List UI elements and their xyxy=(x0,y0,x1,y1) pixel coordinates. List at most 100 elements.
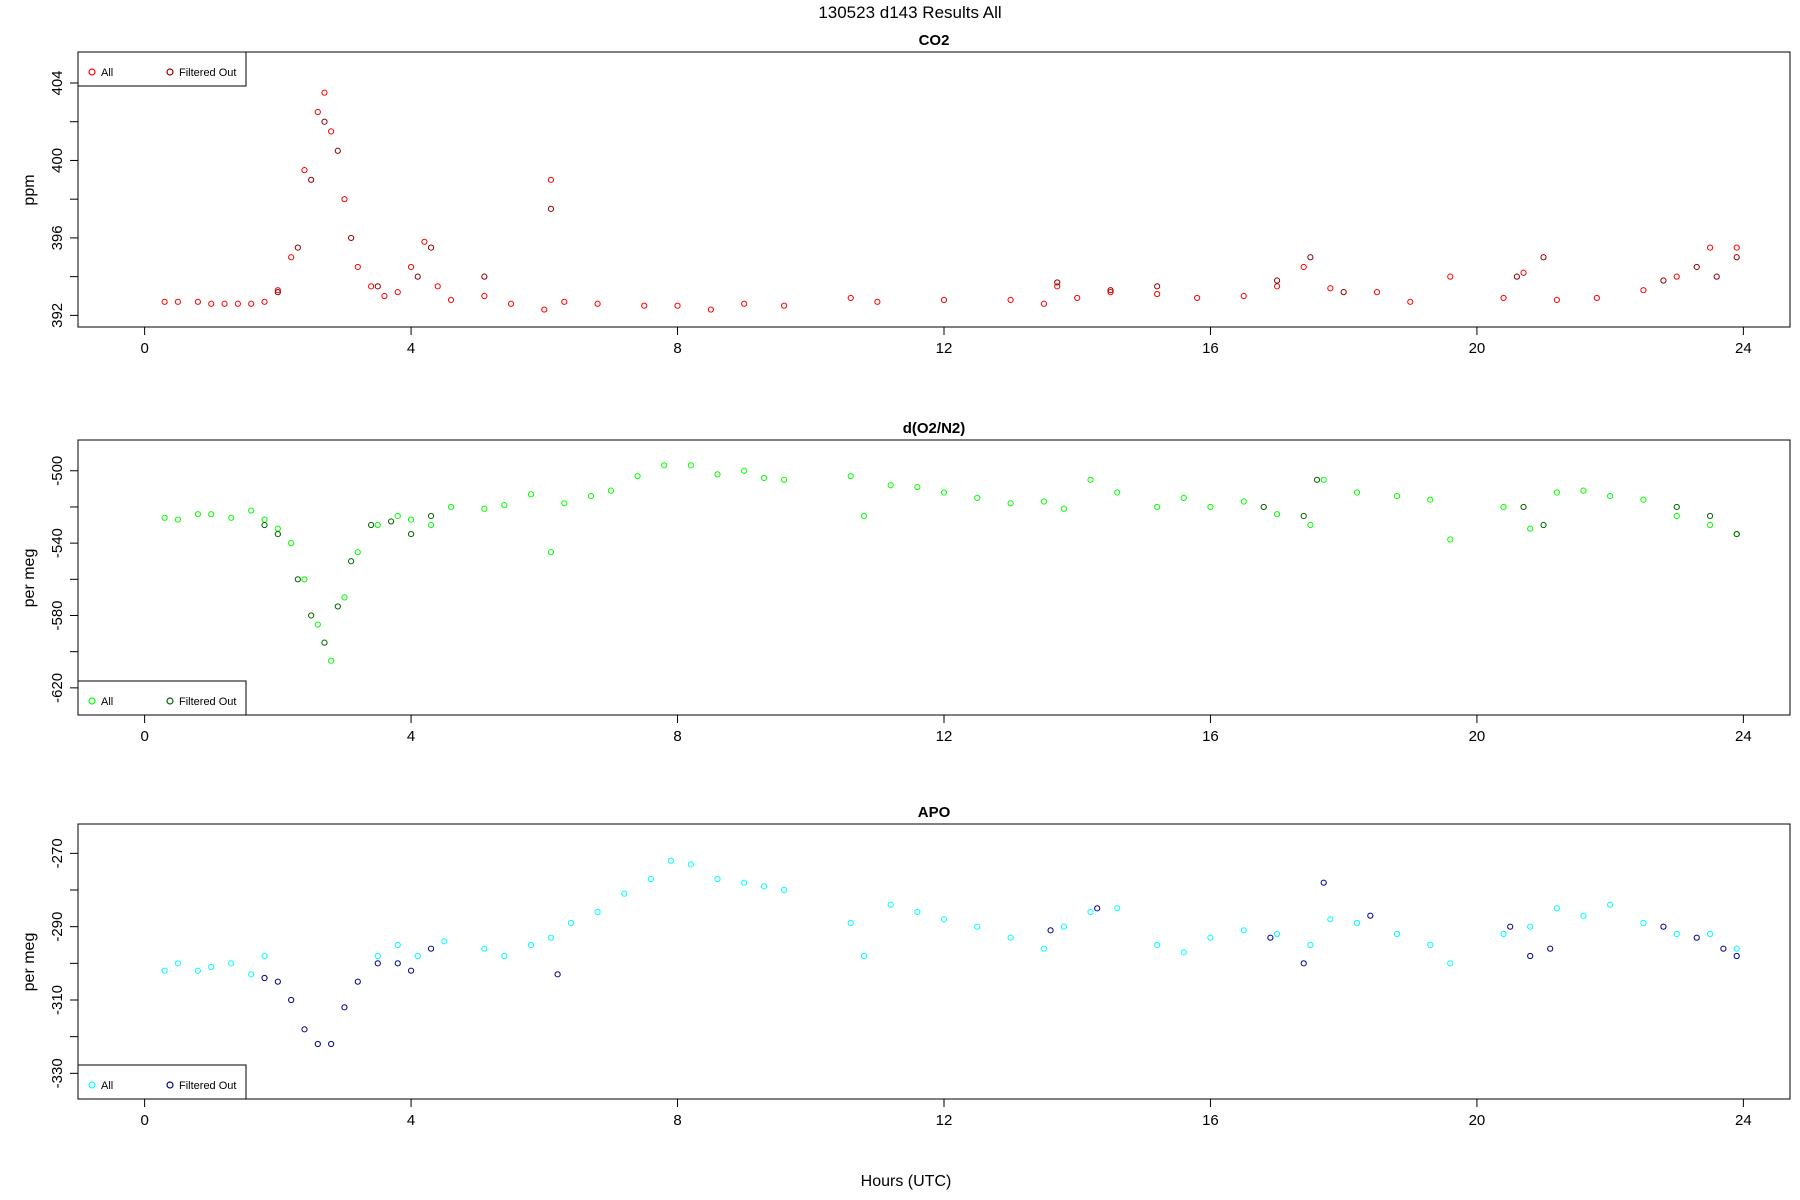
apo-x-tick-label: 24 xyxy=(1735,1112,1752,1129)
o2n2-point-filtered xyxy=(1706,512,1714,520)
co2-point-filtered xyxy=(481,273,488,280)
apo-point-all xyxy=(1273,930,1281,938)
co2-x-tick-label: 0 xyxy=(140,340,148,357)
apo-point-filtered xyxy=(354,978,361,985)
co2-point-all xyxy=(248,300,255,307)
o2n2-point-all xyxy=(1087,476,1094,483)
co2-point-all xyxy=(341,196,348,203)
o2n2-point-all xyxy=(587,492,595,500)
apo-point-all xyxy=(1180,949,1187,956)
apo-point-all xyxy=(741,879,748,886)
o2n2-point-all xyxy=(394,512,401,520)
o2n2-point-filtered xyxy=(1733,530,1740,538)
co2-point-all xyxy=(381,292,388,300)
apo-panel: APO per meg 0 4 8 12 16 20 24 -330 -310 -290 -270… xyxy=(21,804,1791,1129)
apo-title: APO xyxy=(918,804,951,821)
o2n2-point-all xyxy=(1114,489,1121,496)
co2-x-tick-label: 16 xyxy=(1202,340,1219,357)
co2-point-all xyxy=(561,298,568,305)
co2-point-all xyxy=(541,306,548,313)
o2n2-point-all xyxy=(687,462,694,469)
co2-point-all xyxy=(1593,294,1600,302)
apo-legend-filtered-label: Filtered Out xyxy=(179,1080,236,1092)
o2n2-point-all xyxy=(1353,489,1361,496)
o2n2-point-filtered xyxy=(1540,521,1547,529)
co2-point-all xyxy=(194,298,202,305)
apo-point-all xyxy=(1733,945,1740,952)
apo-point-all xyxy=(441,938,448,945)
co2-point-all xyxy=(1553,296,1560,303)
o2n2-point-all xyxy=(1500,503,1507,511)
o2n2-point-all xyxy=(174,516,182,523)
co2-point-filtered xyxy=(1054,279,1061,286)
apo-point-filtered xyxy=(1527,952,1534,960)
o2n2-point-all xyxy=(261,516,268,523)
co2-point-all xyxy=(707,306,714,313)
apo-plot-frame xyxy=(77,823,1791,1100)
apo-point-all xyxy=(860,952,868,960)
apo-point-filtered xyxy=(261,974,268,982)
co2-point-filtered xyxy=(308,176,315,183)
apo-point-all xyxy=(1040,945,1048,952)
o2n2-y-axis: -620 -580 -540 -500 xyxy=(49,456,78,703)
o2n2-point-all xyxy=(1060,505,1067,512)
o2n2-point-filtered xyxy=(427,512,435,520)
o2n2-point-all xyxy=(1207,503,1214,511)
co2-point-all xyxy=(1040,300,1048,307)
apo-point-all xyxy=(228,960,235,967)
o2n2-point-all xyxy=(1307,521,1314,529)
apo-point-all xyxy=(781,886,788,894)
o2n2-x-tick-label: 0 xyxy=(140,728,148,745)
apo-point-all xyxy=(547,934,555,941)
apo-point-all xyxy=(1640,919,1647,927)
apo-point-all xyxy=(1580,912,1587,919)
co2-point-all xyxy=(301,167,308,174)
apo-x-tick-label: 8 xyxy=(673,1112,681,1129)
co2-point-filtered xyxy=(1307,254,1314,261)
co2-title: CO2 xyxy=(919,32,950,49)
co2-point-all xyxy=(434,283,441,290)
apo-point-filtered xyxy=(1320,879,1327,886)
co2-point-filtered xyxy=(547,205,555,212)
co2-point-all xyxy=(1640,287,1647,294)
o2n2-point-all xyxy=(634,473,641,480)
co2-point-all xyxy=(940,296,948,303)
apo-point-all xyxy=(527,941,535,949)
co2-panel: CO2 ppm 0 4 8 12 16 20 24 392 396 400 404 All Fil… xyxy=(21,32,1791,357)
apo-point-all xyxy=(714,875,721,883)
o2n2-legend-filtered-label: Filtered Out xyxy=(179,696,236,708)
o2n2-point-all xyxy=(1673,512,1680,520)
apo-point-filtered xyxy=(328,1040,335,1048)
co2-ylabel: ppm xyxy=(21,174,38,205)
o2n2-x-tick-label: 24 xyxy=(1735,728,1752,745)
apo-y-tick-label: -270 xyxy=(49,838,66,868)
apo-point-filtered xyxy=(1094,905,1101,912)
o2n2-legend-box xyxy=(77,680,247,716)
o2n2-point-all xyxy=(1447,536,1454,543)
o2n2-point-all xyxy=(1240,498,1247,505)
co2-point-all xyxy=(1327,285,1334,292)
co2-point-all xyxy=(847,294,854,302)
o2n2-point-filtered xyxy=(407,530,415,538)
o2n2-legend-all-marker xyxy=(88,697,96,705)
apo-point-all xyxy=(1240,927,1247,934)
apo-point-all xyxy=(261,952,268,960)
o2n2-point-all xyxy=(761,474,768,482)
o2n2-point-all xyxy=(781,476,788,483)
co2-point-all xyxy=(328,128,335,135)
co2-y-tick-label: 392 xyxy=(49,303,66,328)
apo-point-all xyxy=(1553,905,1560,912)
o2n2-point-all xyxy=(161,514,168,521)
co2-plot-frame xyxy=(77,51,1791,328)
o2n2-x-tick-label: 4 xyxy=(407,728,415,745)
co2-point-filtered xyxy=(1107,287,1114,294)
apo-point-filtered xyxy=(1300,960,1307,967)
apo-point-filtered xyxy=(314,1040,321,1048)
o2n2-y-tick-label: -500 xyxy=(49,456,66,486)
apo-point-all xyxy=(248,971,255,978)
o2n2-point-all xyxy=(714,471,721,478)
apo-point-filtered xyxy=(394,960,401,967)
o2n2-point-filtered xyxy=(334,603,341,610)
o2n2-point-filtered xyxy=(348,558,355,565)
o2n2-x-tick-label: 20 xyxy=(1469,728,1486,745)
